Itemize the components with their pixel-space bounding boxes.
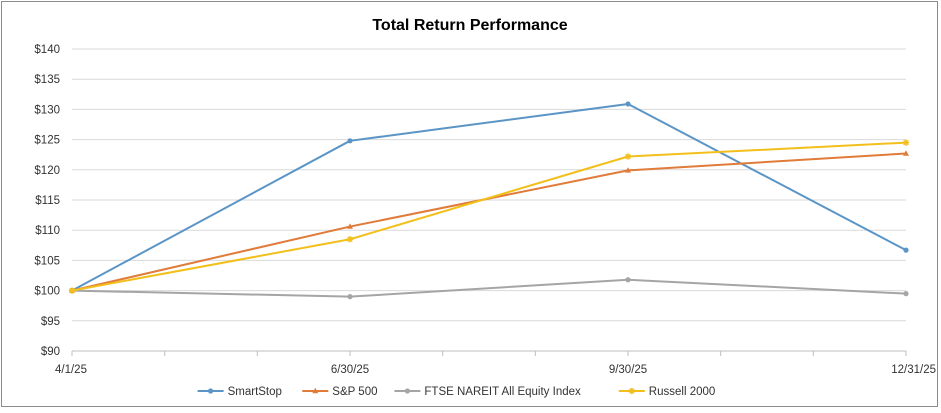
legend-item: S&P 500 (302, 386, 377, 398)
data-point (346, 236, 354, 243)
data-point (347, 294, 353, 300)
y-axis-ticks: $90 $95 $100 $105 $110 $115 $120 $125 $130 $135 $1… (34, 44, 60, 358)
legend-item: FTSE NAREIT All Equity Index (394, 386, 581, 398)
data-point (347, 223, 353, 229)
series-2 (69, 277, 909, 300)
series-group (68, 101, 910, 300)
y-tick-label: $90 (41, 346, 60, 358)
x-axis-ticks: 4/1/25 6/30/25 9/30/25 12/31/25 (55, 350, 936, 376)
data-point (68, 287, 76, 294)
legend: SmartStop S&P 500 FTSE NAREIT All Equity I… (197, 386, 715, 398)
x-tick-label: 9/30/25 (609, 364, 647, 376)
legend-marker (628, 387, 635, 395)
series-line (71, 102, 907, 292)
data-point (624, 153, 632, 160)
legend-item: SmartStop (197, 386, 282, 398)
y-tick-label: $115 (35, 195, 60, 207)
legend-label: Russell 2000 (649, 386, 715, 398)
legend-marker (404, 388, 410, 394)
y-tick-label: $105 (34, 255, 60, 267)
y-tick-label: $110 (35, 225, 60, 237)
series-1 (69, 150, 909, 293)
y-tick-label: $95 (41, 316, 60, 328)
y-tick-label: $120 (34, 165, 60, 177)
grid-lines (72, 48, 906, 352)
data-point (347, 138, 353, 144)
legend-label: FTSE NAREIT All Equity Index (424, 386, 581, 398)
data-point (902, 139, 910, 146)
data-point (903, 150, 909, 156)
x-tick-label: 4/1/25 (55, 364, 87, 376)
chart-frame: Total Return Performance $90 $95 $100 $105 $… (1, 1, 938, 407)
series-line (71, 152, 907, 292)
data-point (903, 291, 909, 297)
y-tick-label: $100 (34, 286, 60, 298)
line-chart: Total Return Performance $90$95$100$105$… (34, 17, 936, 398)
y-tick-label: $135 (34, 74, 60, 86)
y-tick-label: $140 (34, 44, 60, 56)
data-point (625, 277, 631, 283)
series-line (71, 278, 907, 298)
chart-title: Total Return Performance (372, 17, 567, 34)
legend-item: Russell 2000 (618, 386, 715, 398)
data-point (625, 167, 631, 173)
y-tick-label: $130 (34, 104, 60, 116)
data-point (903, 247, 909, 253)
data-point (625, 101, 631, 107)
legend-marker (312, 387, 319, 394)
legend-label: SmartStop (228, 386, 282, 398)
x-tick-label: 12/31/25 (891, 364, 936, 376)
y-tick-label: $125 (34, 135, 60, 147)
legend-marker (208, 388, 214, 394)
series-3 (68, 139, 910, 294)
legend-label: S&P 500 (332, 386, 377, 398)
x-tick-label: 6/30/25 (331, 364, 369, 376)
series-line (71, 141, 907, 292)
